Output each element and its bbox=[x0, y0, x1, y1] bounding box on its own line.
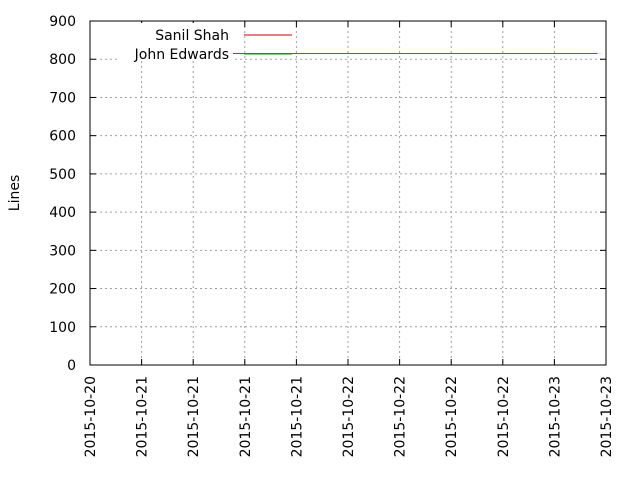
y-axis-ticks: 0 100 200 300 400 500 600 700 800 900 bbox=[49, 14, 606, 374]
x-tick-label: 2015-10-21 bbox=[289, 376, 305, 457]
x-tick-label: 2015-10-22 bbox=[496, 376, 512, 457]
y-tick-label: 300 bbox=[49, 243, 76, 259]
y-tick-label: 500 bbox=[49, 167, 76, 183]
y-tick-label: 200 bbox=[49, 282, 76, 298]
y-tick-label: 100 bbox=[49, 320, 76, 336]
legend-label: Sanil Shah bbox=[155, 28, 229, 44]
x-tick-label: 2015-10-22 bbox=[341, 376, 357, 457]
x-tick-label: 2015-10-20 bbox=[83, 376, 99, 457]
x-tick-label: 2015-10-22 bbox=[393, 376, 409, 457]
x-tick-label: 2015-10-22 bbox=[444, 376, 460, 457]
grid-lines bbox=[90, 21, 606, 365]
legend: Sanil Shah John Edwards bbox=[117, 23, 292, 63]
legend-label: John Edwards bbox=[134, 47, 229, 63]
x-tick-label: 2015-10-21 bbox=[186, 376, 202, 457]
x-tick-label: 2015-10-23 bbox=[547, 376, 563, 457]
y-tick-label: 900 bbox=[49, 14, 76, 30]
x-axis-ticks: 2015-10-20 2015-10-21 2015-10-21 2015-10-21… bbox=[83, 21, 615, 457]
y-tick-label: 700 bbox=[49, 90, 76, 106]
legend-backdrop bbox=[117, 23, 233, 42]
y-tick-label: 400 bbox=[49, 205, 76, 221]
legend-backdrop bbox=[117, 42, 233, 61]
series-lines bbox=[121, 53, 598, 366]
x-tick-label: 2015-10-21 bbox=[238, 376, 254, 457]
y-tick-label: 0 bbox=[67, 358, 76, 374]
y-tick-label: 800 bbox=[49, 52, 76, 68]
x-tick-label: 2015-10-23 bbox=[599, 376, 615, 457]
y-tick-label: 600 bbox=[49, 129, 76, 145]
y-axis-label: Lines bbox=[7, 175, 23, 211]
x-tick-label: 2015-10-21 bbox=[135, 376, 151, 457]
